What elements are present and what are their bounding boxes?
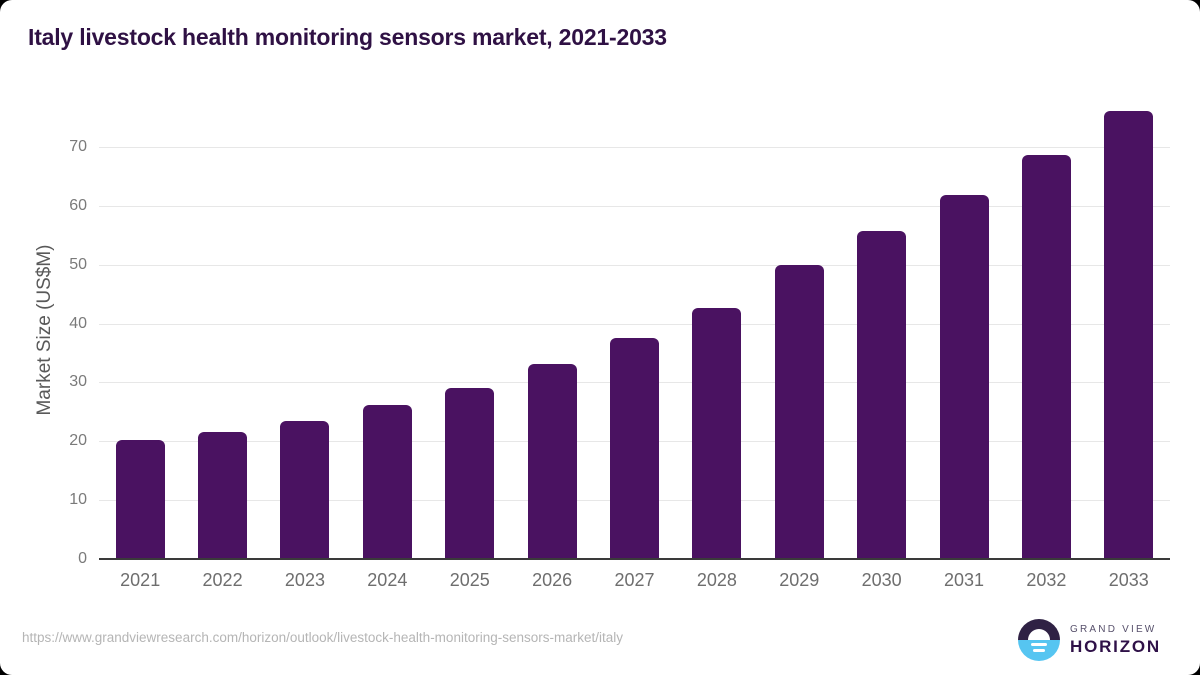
bar-2032: [1021, 154, 1071, 559]
logo-wordmark: GRAND VIEW HORIZON: [1070, 624, 1161, 657]
bar-2027: [610, 338, 659, 559]
gridline-40: [99, 323, 1170, 325]
horizon-sun-icon: [1018, 619, 1060, 661]
y-tick-label-10: 10: [69, 491, 87, 509]
gridline-70: [99, 147, 1170, 149]
x-tick-label-2023: 2023: [284, 570, 325, 590]
bar-2028: [692, 307, 742, 559]
x-tick-label-2025: 2025: [449, 570, 490, 590]
bar-2029: [774, 264, 824, 559]
y-tick-label-20: 20: [69, 432, 87, 450]
logo-text-horizon: HORIZON: [1070, 636, 1161, 656]
bar-2023: [280, 420, 330, 559]
bar-2024: [362, 405, 412, 559]
bar-2031: [939, 195, 989, 559]
bar-2030: [857, 231, 907, 559]
bar-2026: [527, 364, 577, 559]
logo-text-grand-view: GRAND VIEW: [1070, 623, 1157, 635]
x-tick-label-2026: 2026: [532, 570, 573, 590]
y-tick-label-50: 50: [69, 255, 87, 273]
gridline-60: [99, 205, 1170, 207]
x-tick-label-2031: 2031: [944, 570, 985, 590]
y-tick-label-0: 0: [78, 550, 87, 567]
bar-2033: [1104, 111, 1154, 559]
gridline-50: [99, 264, 1170, 266]
x-tick-label-2033: 2033: [1108, 570, 1149, 590]
x-tick-label-2024: 2024: [367, 570, 408, 590]
x-tick-label-2032: 2032: [1026, 570, 1067, 590]
chart-title: Italy livestock health monitoring sensor…: [28, 24, 667, 50]
grand-view-horizon-logo: GRAND VIEW HORIZON: [1018, 619, 1161, 661]
x-axis-line: [99, 558, 1170, 560]
bar-2025: [445, 387, 495, 559]
y-tick-label-30: 30: [69, 373, 87, 391]
y-tick-label-40: 40: [69, 314, 87, 332]
y-tick-label-70: 70: [69, 138, 87, 156]
bar-2021: [115, 440, 165, 559]
x-tick-label-2021: 2021: [120, 570, 161, 590]
x-tick-label-2022: 2022: [202, 570, 243, 590]
y-tick-label-60: 60: [69, 196, 87, 214]
x-tick-label-2029: 2029: [779, 570, 820, 590]
bar-2022: [198, 432, 248, 559]
source-url: https://www.grandviewresearch.com/horizo…: [22, 630, 623, 645]
x-tick-label-2028: 2028: [696, 570, 737, 590]
x-tick-label-2027: 2027: [614, 570, 655, 590]
x-tick-label-2030: 2030: [861, 570, 902, 590]
